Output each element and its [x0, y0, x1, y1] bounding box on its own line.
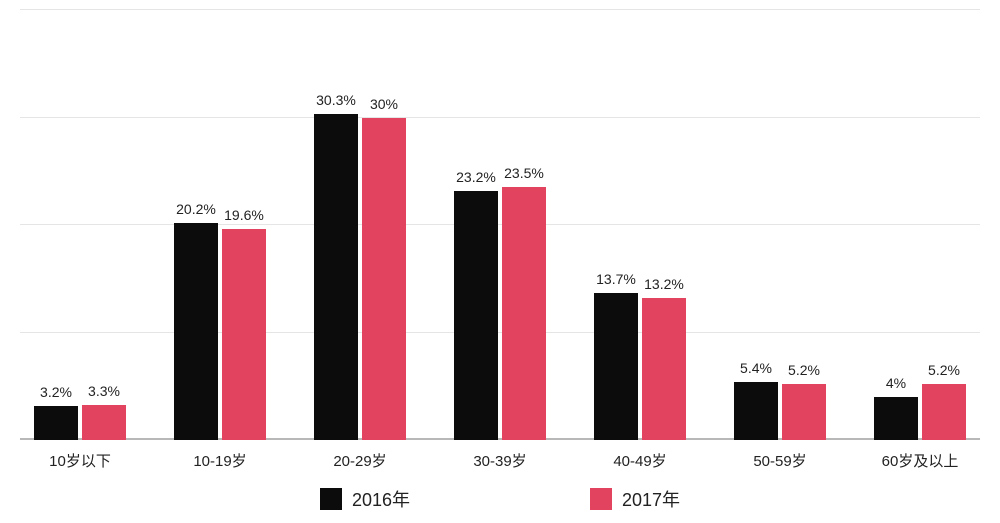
- bar-value-label: 13.7%: [596, 271, 636, 287]
- bar-value-label: 23.5%: [504, 165, 544, 181]
- bar: 5.2%: [922, 384, 966, 440]
- bar-value-label: 3.2%: [40, 384, 72, 400]
- x-tick-label: 40-49岁: [613, 450, 666, 471]
- bar-value-label: 30%: [370, 96, 398, 112]
- bar: 23.5%: [502, 187, 546, 440]
- bar-group: 4%5.2%: [874, 384, 966, 440]
- bar: 30%: [362, 118, 406, 441]
- x-tick-label: 50-59岁: [753, 450, 806, 471]
- bar: 13.7%: [594, 293, 638, 440]
- legend-item-2017: 2017年: [590, 486, 680, 512]
- legend-label-2017: 2017年: [622, 486, 680, 512]
- bar-group: 13.7%13.2%: [594, 293, 686, 440]
- bar-value-label: 23.2%: [456, 169, 496, 185]
- x-tick-label: 30-39岁: [473, 450, 526, 471]
- bar: 30.3%: [314, 114, 358, 440]
- bar: 5.4%: [734, 382, 778, 440]
- legend-label-2016: 2016年: [352, 486, 410, 512]
- bar-value-label: 3.3%: [88, 383, 120, 399]
- x-tick-label: 10岁以下: [49, 450, 111, 471]
- bar-group: 20.2%19.6%: [174, 223, 266, 440]
- bar-group: 30.3%30%: [314, 114, 406, 440]
- bar-value-label: 4%: [886, 375, 906, 391]
- bar-group: 5.4%5.2%: [734, 382, 826, 440]
- bar-value-label: 19.6%: [224, 207, 264, 223]
- x-tick-label: 10-19岁: [193, 450, 246, 471]
- bar-value-label: 5.4%: [740, 360, 772, 376]
- bar-value-label: 30.3%: [316, 92, 356, 108]
- legend-item-2016: 2016年: [320, 486, 410, 512]
- bar-value-label: 5.2%: [788, 362, 820, 378]
- gridline: [20, 117, 980, 118]
- legend-swatch-2017: [590, 488, 612, 510]
- bar: 23.2%: [454, 191, 498, 440]
- bar-value-label: 13.2%: [644, 276, 684, 292]
- gridline: [20, 9, 980, 10]
- bar: 3.3%: [82, 405, 126, 440]
- x-tick-label: 20-29岁: [333, 450, 386, 471]
- plot-area: 3.2%3.3%20.2%19.6%30.3%30%23.2%23.5%13.7…: [20, 10, 980, 440]
- x-axis: 10岁以下 10-19岁 20-29岁 30-39岁 40-49岁 50-59岁 60岁及以…: [20, 442, 980, 472]
- bar: 3.2%: [34, 406, 78, 440]
- bar-value-label: 20.2%: [176, 201, 216, 217]
- bar-value-label: 5.2%: [928, 362, 960, 378]
- legend: 2016年 2017年: [0, 486, 1000, 512]
- age-distribution-chart: 3.2%3.3%20.2%19.6%30.3%30%23.2%23.5%13.7…: [0, 0, 1000, 523]
- bar: 19.6%: [222, 229, 266, 440]
- bar: 5.2%: [782, 384, 826, 440]
- bar: 20.2%: [174, 223, 218, 440]
- x-tick-label: 60岁及以上: [882, 450, 959, 471]
- bar-group: 3.2%3.3%: [34, 405, 126, 440]
- bar: 4%: [874, 397, 918, 440]
- bar-group: 23.2%23.5%: [454, 187, 546, 440]
- legend-swatch-2016: [320, 488, 342, 510]
- bar: 13.2%: [642, 298, 686, 440]
